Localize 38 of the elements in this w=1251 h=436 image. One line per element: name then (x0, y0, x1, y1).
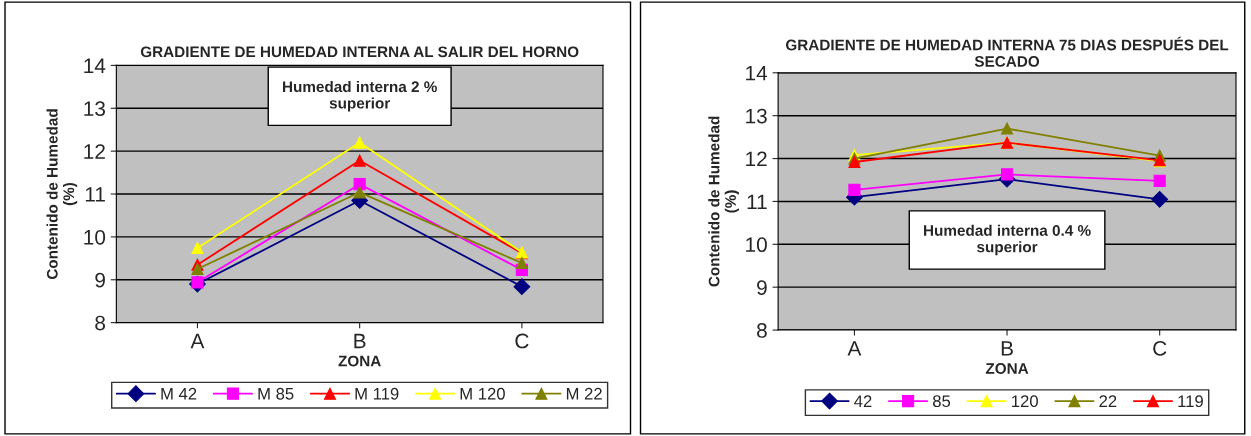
chart-title: GRADIENTE DE HUMEDAD INTERNA 75 DIAS DESPUÉS DEL SECADO (785, 36, 1229, 67)
chart-title: GRADIENTE DE HUMEDAD INTERNA AL SALIR DEL HORNO (140, 46, 579, 58)
y-axis-title: Contenido de Humedad (%) (708, 116, 739, 287)
legend-label: M 120 (460, 387, 505, 400)
y-tick-label: 11 (747, 194, 767, 209)
y-tick-label: 8 (95, 315, 106, 331)
x-axis-title: ZONA (985, 363, 1029, 374)
y-tick-label: 9 (757, 280, 767, 295)
x-tick-label: B (1001, 341, 1013, 356)
legend-label: 120 (1012, 395, 1038, 408)
x-tick-label: C (1153, 341, 1167, 356)
y-tick-label: 10 (84, 229, 106, 245)
legend-label: M 42 (161, 387, 197, 400)
y-tick-label: 14 (746, 66, 768, 81)
y-tick-label: 13 (746, 108, 767, 124)
y-tick-label: 10 (746, 237, 767, 253)
y-tick-label: 12 (746, 151, 767, 167)
annotation: Humedad interna 2 % superior (283, 80, 437, 112)
x-tick-label: B (354, 333, 366, 349)
y-tick-label: 8 (757, 323, 767, 338)
legend-label: M 119 (355, 387, 399, 400)
annotation: Humedad interna 0.4 % superior (924, 224, 1091, 256)
legend-label: 22 (1099, 395, 1117, 407)
legend-label: 119 (1178, 395, 1203, 408)
x-axis-title: ZONA (338, 355, 381, 367)
y-tick-label: 9 (95, 272, 105, 288)
y-tick-label: 12 (84, 144, 105, 159)
x-tick-label: A (847, 341, 862, 356)
legend-label: 85 (932, 395, 951, 408)
legend-label: M 22 (566, 387, 602, 400)
x-tick-label: C (515, 333, 529, 349)
y-tick-label: 13 (84, 101, 106, 117)
y-tick-label: 11 (85, 187, 105, 202)
x-tick-label: A (190, 333, 205, 349)
legend-label: 42 (854, 395, 872, 407)
legend-label: M 85 (258, 387, 294, 400)
y-tick-label: 14 (84, 58, 106, 73)
y-axis-title: Contenido de Humedad (%) (46, 109, 78, 280)
